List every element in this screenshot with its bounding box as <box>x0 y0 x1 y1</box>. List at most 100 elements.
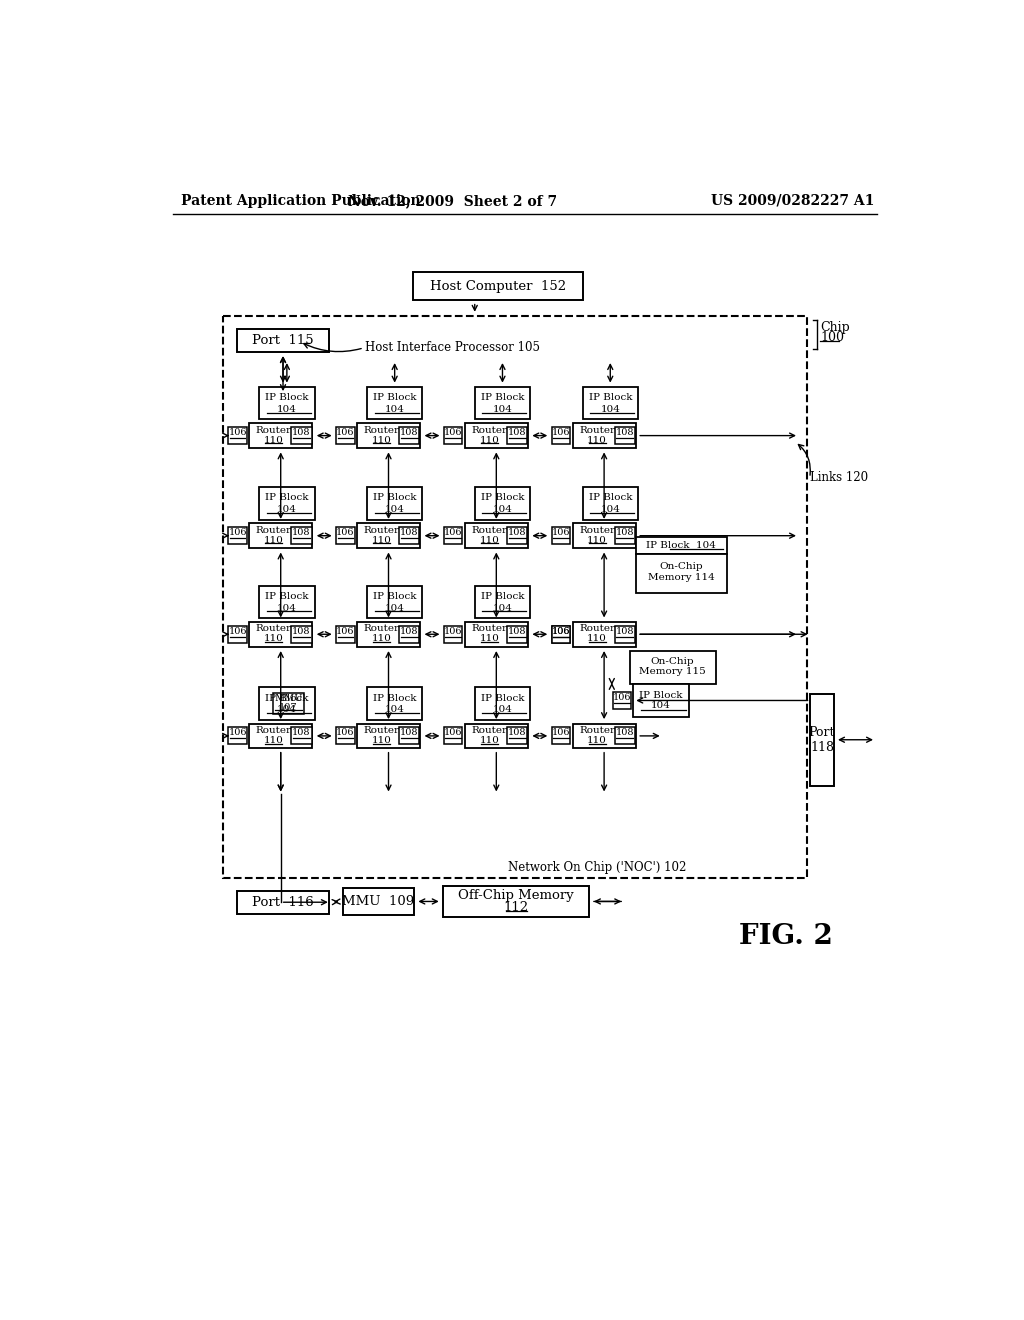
Text: 110: 110 <box>587 737 607 744</box>
Bar <box>810 693 834 785</box>
Text: 108: 108 <box>615 428 634 437</box>
Text: 104: 104 <box>600 405 621 414</box>
Text: 106: 106 <box>552 729 570 738</box>
Bar <box>507 727 527 744</box>
Bar <box>399 527 419 544</box>
Bar <box>367 387 422 420</box>
Text: IP Block: IP Block <box>373 593 417 601</box>
Bar <box>465 723 528 748</box>
Text: Router: Router <box>364 624 399 634</box>
Bar <box>399 428 419 444</box>
Text: 106: 106 <box>228 729 247 738</box>
Text: Port
118: Port 118 <box>809 726 836 754</box>
Text: IP Block: IP Block <box>265 593 308 601</box>
Text: 106: 106 <box>336 627 354 636</box>
Text: 110: 110 <box>264 536 284 545</box>
Bar <box>357 524 420 548</box>
Text: 106: 106 <box>228 428 247 437</box>
Text: Memory 114: Memory 114 <box>648 573 715 582</box>
Text: 110: 110 <box>264 635 284 643</box>
Bar <box>612 692 631 709</box>
Bar <box>228 428 247 444</box>
Text: 106: 106 <box>444 528 463 537</box>
Text: IP Block: IP Block <box>589 393 632 403</box>
Text: 110: 110 <box>372 536 391 545</box>
Bar <box>475 487 530 520</box>
Text: 104: 104 <box>493 405 512 414</box>
Bar <box>292 428 311 444</box>
Text: 106: 106 <box>336 428 354 437</box>
Text: 110: 110 <box>479 635 500 643</box>
Text: IP Block: IP Block <box>639 690 683 700</box>
Text: 106: 106 <box>552 627 570 636</box>
Bar <box>614 626 635 643</box>
Text: 104: 104 <box>493 603 512 612</box>
Bar <box>259 387 314 420</box>
Text: 104: 104 <box>276 405 297 414</box>
Text: Network On Chip ('NOC') 102: Network On Chip ('NOC') 102 <box>508 861 686 874</box>
Text: 108: 108 <box>292 627 310 636</box>
Text: 108: 108 <box>400 729 419 738</box>
Bar <box>444 626 463 643</box>
Bar <box>399 626 419 643</box>
Text: 104: 104 <box>276 506 297 513</box>
Text: 110: 110 <box>372 737 391 744</box>
Bar <box>552 626 570 643</box>
Text: US 2009/0282227 A1: US 2009/0282227 A1 <box>711 194 874 207</box>
Bar <box>614 428 635 444</box>
Text: Router: Router <box>580 726 615 735</box>
Text: Patent Application Publication: Patent Application Publication <box>180 194 420 207</box>
Bar <box>228 727 247 744</box>
Bar <box>237 329 330 351</box>
Bar <box>475 688 530 719</box>
Bar <box>273 693 304 714</box>
Text: 104: 104 <box>651 701 671 710</box>
Bar <box>228 626 247 643</box>
Text: Port  116: Port 116 <box>252 896 314 908</box>
Text: Router: Router <box>256 525 292 535</box>
Text: 108: 108 <box>400 428 419 437</box>
Bar <box>292 727 311 744</box>
Bar <box>630 651 716 684</box>
Text: Router: Router <box>256 726 292 735</box>
Bar <box>399 727 419 744</box>
Bar <box>444 428 463 444</box>
Text: Off-Chip Memory: Off-Chip Memory <box>459 888 574 902</box>
Bar <box>357 424 420 447</box>
Text: 106: 106 <box>336 528 354 537</box>
Text: 110: 110 <box>479 436 500 445</box>
Text: 110: 110 <box>264 737 284 744</box>
Text: IP Block: IP Block <box>480 694 524 702</box>
Text: Router: Router <box>256 624 292 634</box>
Text: Router: Router <box>580 525 615 535</box>
Text: IP Block: IP Block <box>265 694 308 702</box>
Text: IP Block: IP Block <box>265 494 308 503</box>
Bar <box>336 626 354 643</box>
Text: 110: 110 <box>587 536 607 545</box>
Text: 104: 104 <box>385 405 404 414</box>
Text: On-Chip: On-Chip <box>659 562 702 572</box>
Text: Nov. 12, 2009  Sheet 2 of 7: Nov. 12, 2009 Sheet 2 of 7 <box>348 194 557 207</box>
Text: 106: 106 <box>228 627 247 636</box>
Bar <box>443 886 590 917</box>
Text: Memory 115: Memory 115 <box>639 668 706 676</box>
Text: 110: 110 <box>587 635 607 643</box>
Bar <box>367 688 422 719</box>
Text: MMU: MMU <box>274 694 303 704</box>
Bar <box>413 272 583 300</box>
Bar <box>507 428 527 444</box>
Bar <box>572 622 636 647</box>
Text: Router: Router <box>471 525 507 535</box>
Bar <box>583 487 638 520</box>
Text: 108: 108 <box>508 729 526 738</box>
Text: 104: 104 <box>385 506 404 513</box>
Text: Router: Router <box>471 624 507 634</box>
Text: 106: 106 <box>552 428 570 437</box>
Bar <box>572 524 636 548</box>
Text: 110: 110 <box>587 436 607 445</box>
Bar <box>357 723 420 748</box>
Text: 110: 110 <box>372 635 391 643</box>
Bar <box>259 487 314 520</box>
Text: IP Block: IP Block <box>589 494 632 503</box>
Text: Router: Router <box>471 426 507 434</box>
